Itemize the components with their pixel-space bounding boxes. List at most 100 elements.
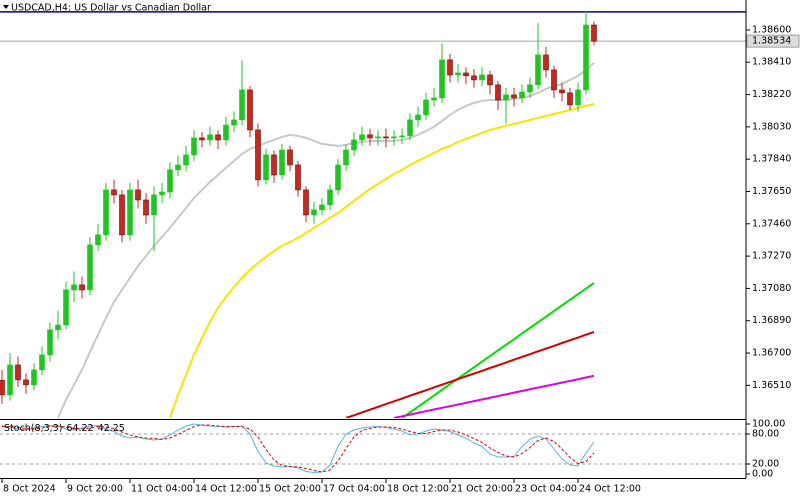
candle-body [351, 139, 357, 151]
candle-body [63, 289, 69, 326]
candle-body [71, 284, 77, 291]
y-tick-label: 1.36510 [752, 380, 791, 391]
candle-body [527, 84, 533, 93]
candle-body [559, 89, 565, 94]
x-tick-label: 24 Oct 12:00 [579, 484, 641, 495]
candle-body [287, 149, 293, 166]
candle-body [239, 89, 245, 121]
candle-body [23, 379, 29, 386]
candle-body [199, 137, 205, 141]
candle-body [111, 189, 117, 196]
y-tick-label: 1.38220 [752, 89, 791, 100]
candle-body [135, 189, 141, 201]
candle-body [223, 124, 229, 141]
y-tick-label: 1.37270 [752, 251, 791, 262]
x-tick-label: 18 Oct 12:00 [387, 484, 449, 495]
candle-body [311, 209, 317, 216]
candle-body [31, 369, 37, 386]
candle-body [431, 97, 437, 101]
candle-body [503, 94, 509, 101]
candle-body [479, 74, 485, 81]
candle-body [463, 72, 469, 77]
candle-body [567, 92, 573, 106]
candle-body [119, 194, 125, 236]
candle-body [263, 154, 269, 181]
y-tick-label: 1.36700 [752, 348, 791, 359]
x-tick-label: 14 Oct 12:00 [195, 484, 257, 495]
line-series [393, 374, 595, 418]
line-series [2, 424, 595, 473]
candle-body [15, 364, 21, 381]
candle-body [39, 354, 45, 371]
candle-body [583, 24, 589, 91]
candle-body [7, 364, 13, 396]
candle-body [487, 74, 493, 86]
stoch-y-tick-label: 0.00 [752, 469, 773, 480]
stoch-k-value: 64.22 [66, 423, 93, 434]
candle-body [183, 154, 189, 166]
candle-body [423, 99, 429, 116]
candle-body [495, 84, 501, 101]
price-panel [0, 11, 746, 418]
x-tick-label: 9 Oct 20:00 [67, 484, 123, 495]
candle-body [255, 129, 261, 181]
candle-body [127, 189, 133, 236]
x-tick-label: 15 Oct 20:00 [259, 484, 321, 495]
y-tick-label: 1.37650 [752, 186, 791, 197]
stoch-y-tick-label: 20.00 [752, 459, 779, 470]
candle-body [279, 149, 285, 176]
stoch-label: Stoch(8,3,3) 64.22 42.25 [4, 423, 125, 434]
candle-body [519, 91, 525, 99]
candle-body [575, 89, 581, 106]
candle-body [399, 135, 405, 138]
y-tick-label: 1.38030 [752, 121, 791, 132]
candle-body [471, 75, 477, 81]
candle-body [295, 164, 301, 191]
y-tick-label: 1.37840 [752, 154, 791, 165]
candle-body [303, 189, 309, 216]
candle-body [383, 136, 389, 139]
y-tick-label: 1.37080 [752, 283, 791, 294]
candle-body [319, 204, 325, 211]
candle-body [407, 119, 413, 137]
x-tick-label: 17 Oct 04:00 [323, 484, 385, 495]
x-tick-label: 21 Oct 20:00 [451, 484, 513, 495]
candle-body [175, 164, 181, 171]
candle-body [439, 59, 445, 99]
chart-title: USDCAD,H4: US Dollar vs Canadian Dollar [11, 3, 211, 14]
candle-body [167, 169, 173, 193]
stoch-y-tick-label: 100.00 [752, 419, 785, 430]
candle-body [151, 194, 157, 216]
candle-body [191, 137, 197, 156]
y-tick-label: 1.36890 [752, 315, 791, 326]
candle-body [215, 134, 221, 141]
line-series [345, 331, 595, 418]
stoch-title: Stoch(8,3,3) [4, 423, 62, 434]
candle-body [55, 324, 61, 331]
line-series [169, 102, 595, 418]
y-tick-label: 1.38600 [752, 24, 791, 35]
line-series [401, 282, 595, 418]
stoch-d-value: 42.25 [98, 423, 125, 434]
stoch-panel [0, 423, 746, 474]
candle-body [511, 94, 517, 99]
x-tick-label: 11 Oct 04:00 [131, 484, 193, 495]
candle-body [207, 134, 213, 141]
candle-body [535, 54, 541, 86]
candle-body [0, 379, 5, 396]
candle-body [47, 329, 53, 356]
candle-body [79, 284, 85, 291]
candle-body [415, 114, 421, 121]
title-icon [3, 5, 9, 9]
candle-body [103, 189, 109, 236]
candle-body [367, 134, 373, 139]
candle-body [271, 154, 277, 176]
candle-body [231, 119, 237, 126]
y-tick-label: 1.38410 [752, 57, 791, 68]
stoch-y-tick-label: 80.00 [752, 429, 779, 440]
bid-label-box [746, 34, 800, 48]
candle-body [335, 164, 341, 191]
